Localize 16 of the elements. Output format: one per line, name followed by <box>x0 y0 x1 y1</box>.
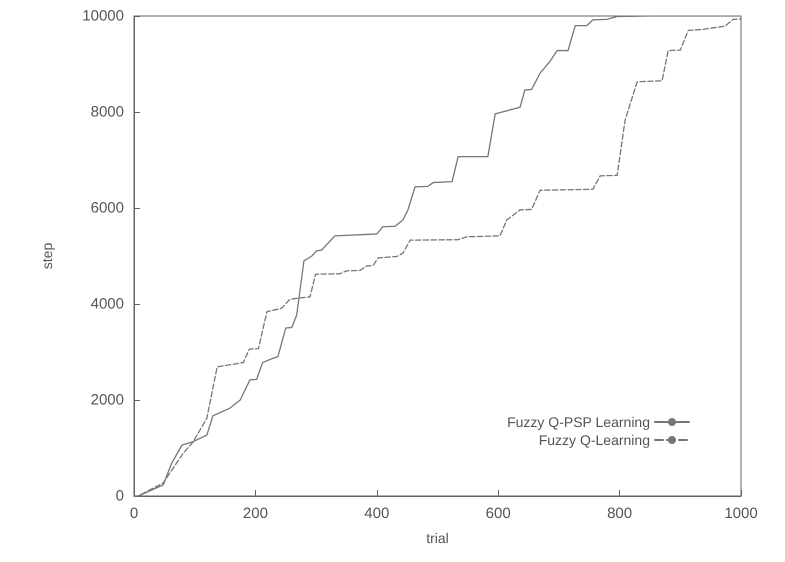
x-tick-label: 600 <box>486 505 511 522</box>
y-axis-title: step <box>39 242 55 270</box>
x-tick-label: 1000 <box>724 505 758 522</box>
y-tick-label: 2000 <box>90 392 124 408</box>
legend-label: Fuzzy Q-PSP Learning <box>507 414 650 430</box>
x-tick-label: 0 <box>130 505 138 522</box>
y-tick-label: 6000 <box>90 200 124 216</box>
x-tick-label: 400 <box>364 505 390 522</box>
x-tick-label: 800 <box>607 505 632 522</box>
x-tick-label: 200 <box>242 505 268 522</box>
x-axis-title: trial <box>426 530 449 546</box>
y-tick-label: 4000 <box>90 296 124 312</box>
y-tick-label: 8000 <box>90 104 124 120</box>
y-tick-label: 0 <box>116 488 124 504</box>
y-tick-label: 10000 <box>82 8 124 24</box>
legend-label: Fuzzy Q-Learning <box>538 432 650 448</box>
